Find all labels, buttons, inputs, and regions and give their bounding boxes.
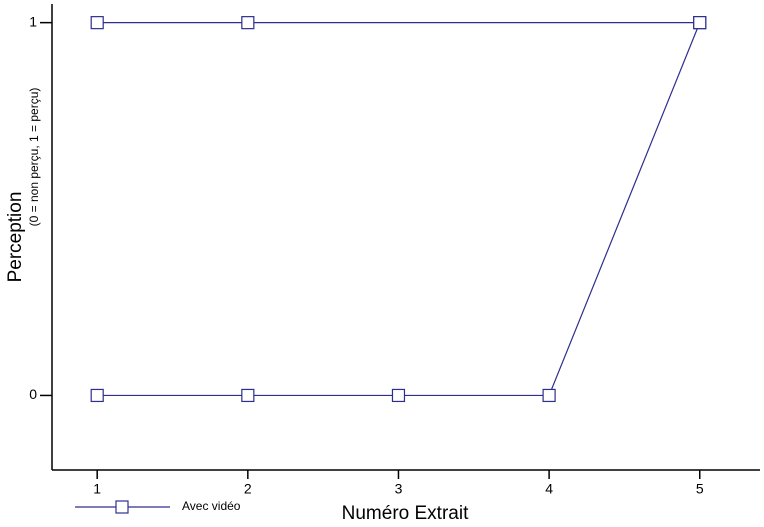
data-point (241, 388, 255, 403)
y-axis-label: Perception (5, 192, 26, 283)
x-tick-label: 3 (395, 481, 403, 497)
x-tick-label: 5 (696, 481, 704, 497)
x-axis-label: Numéro Extrait (342, 503, 469, 524)
data-point (693, 16, 707, 30)
x-tick-label: 4 (545, 481, 553, 497)
data-line (97, 22, 701, 397)
x-tick-label: 1 (93, 481, 101, 497)
data-point (391, 388, 406, 403)
y-axis-note: (0 = non perçu, 1 = perçu) (27, 88, 41, 227)
y-tick-label: 0 (29, 386, 37, 402)
data-point (90, 388, 104, 403)
data-point (241, 16, 255, 30)
data-point (542, 388, 556, 403)
legend-marker (115, 500, 129, 514)
data-point (90, 16, 104, 30)
legend-label: Avec vidéo (182, 499, 241, 513)
y-tick-label: 1 (29, 13, 37, 29)
x-tick-label: 2 (244, 481, 252, 497)
